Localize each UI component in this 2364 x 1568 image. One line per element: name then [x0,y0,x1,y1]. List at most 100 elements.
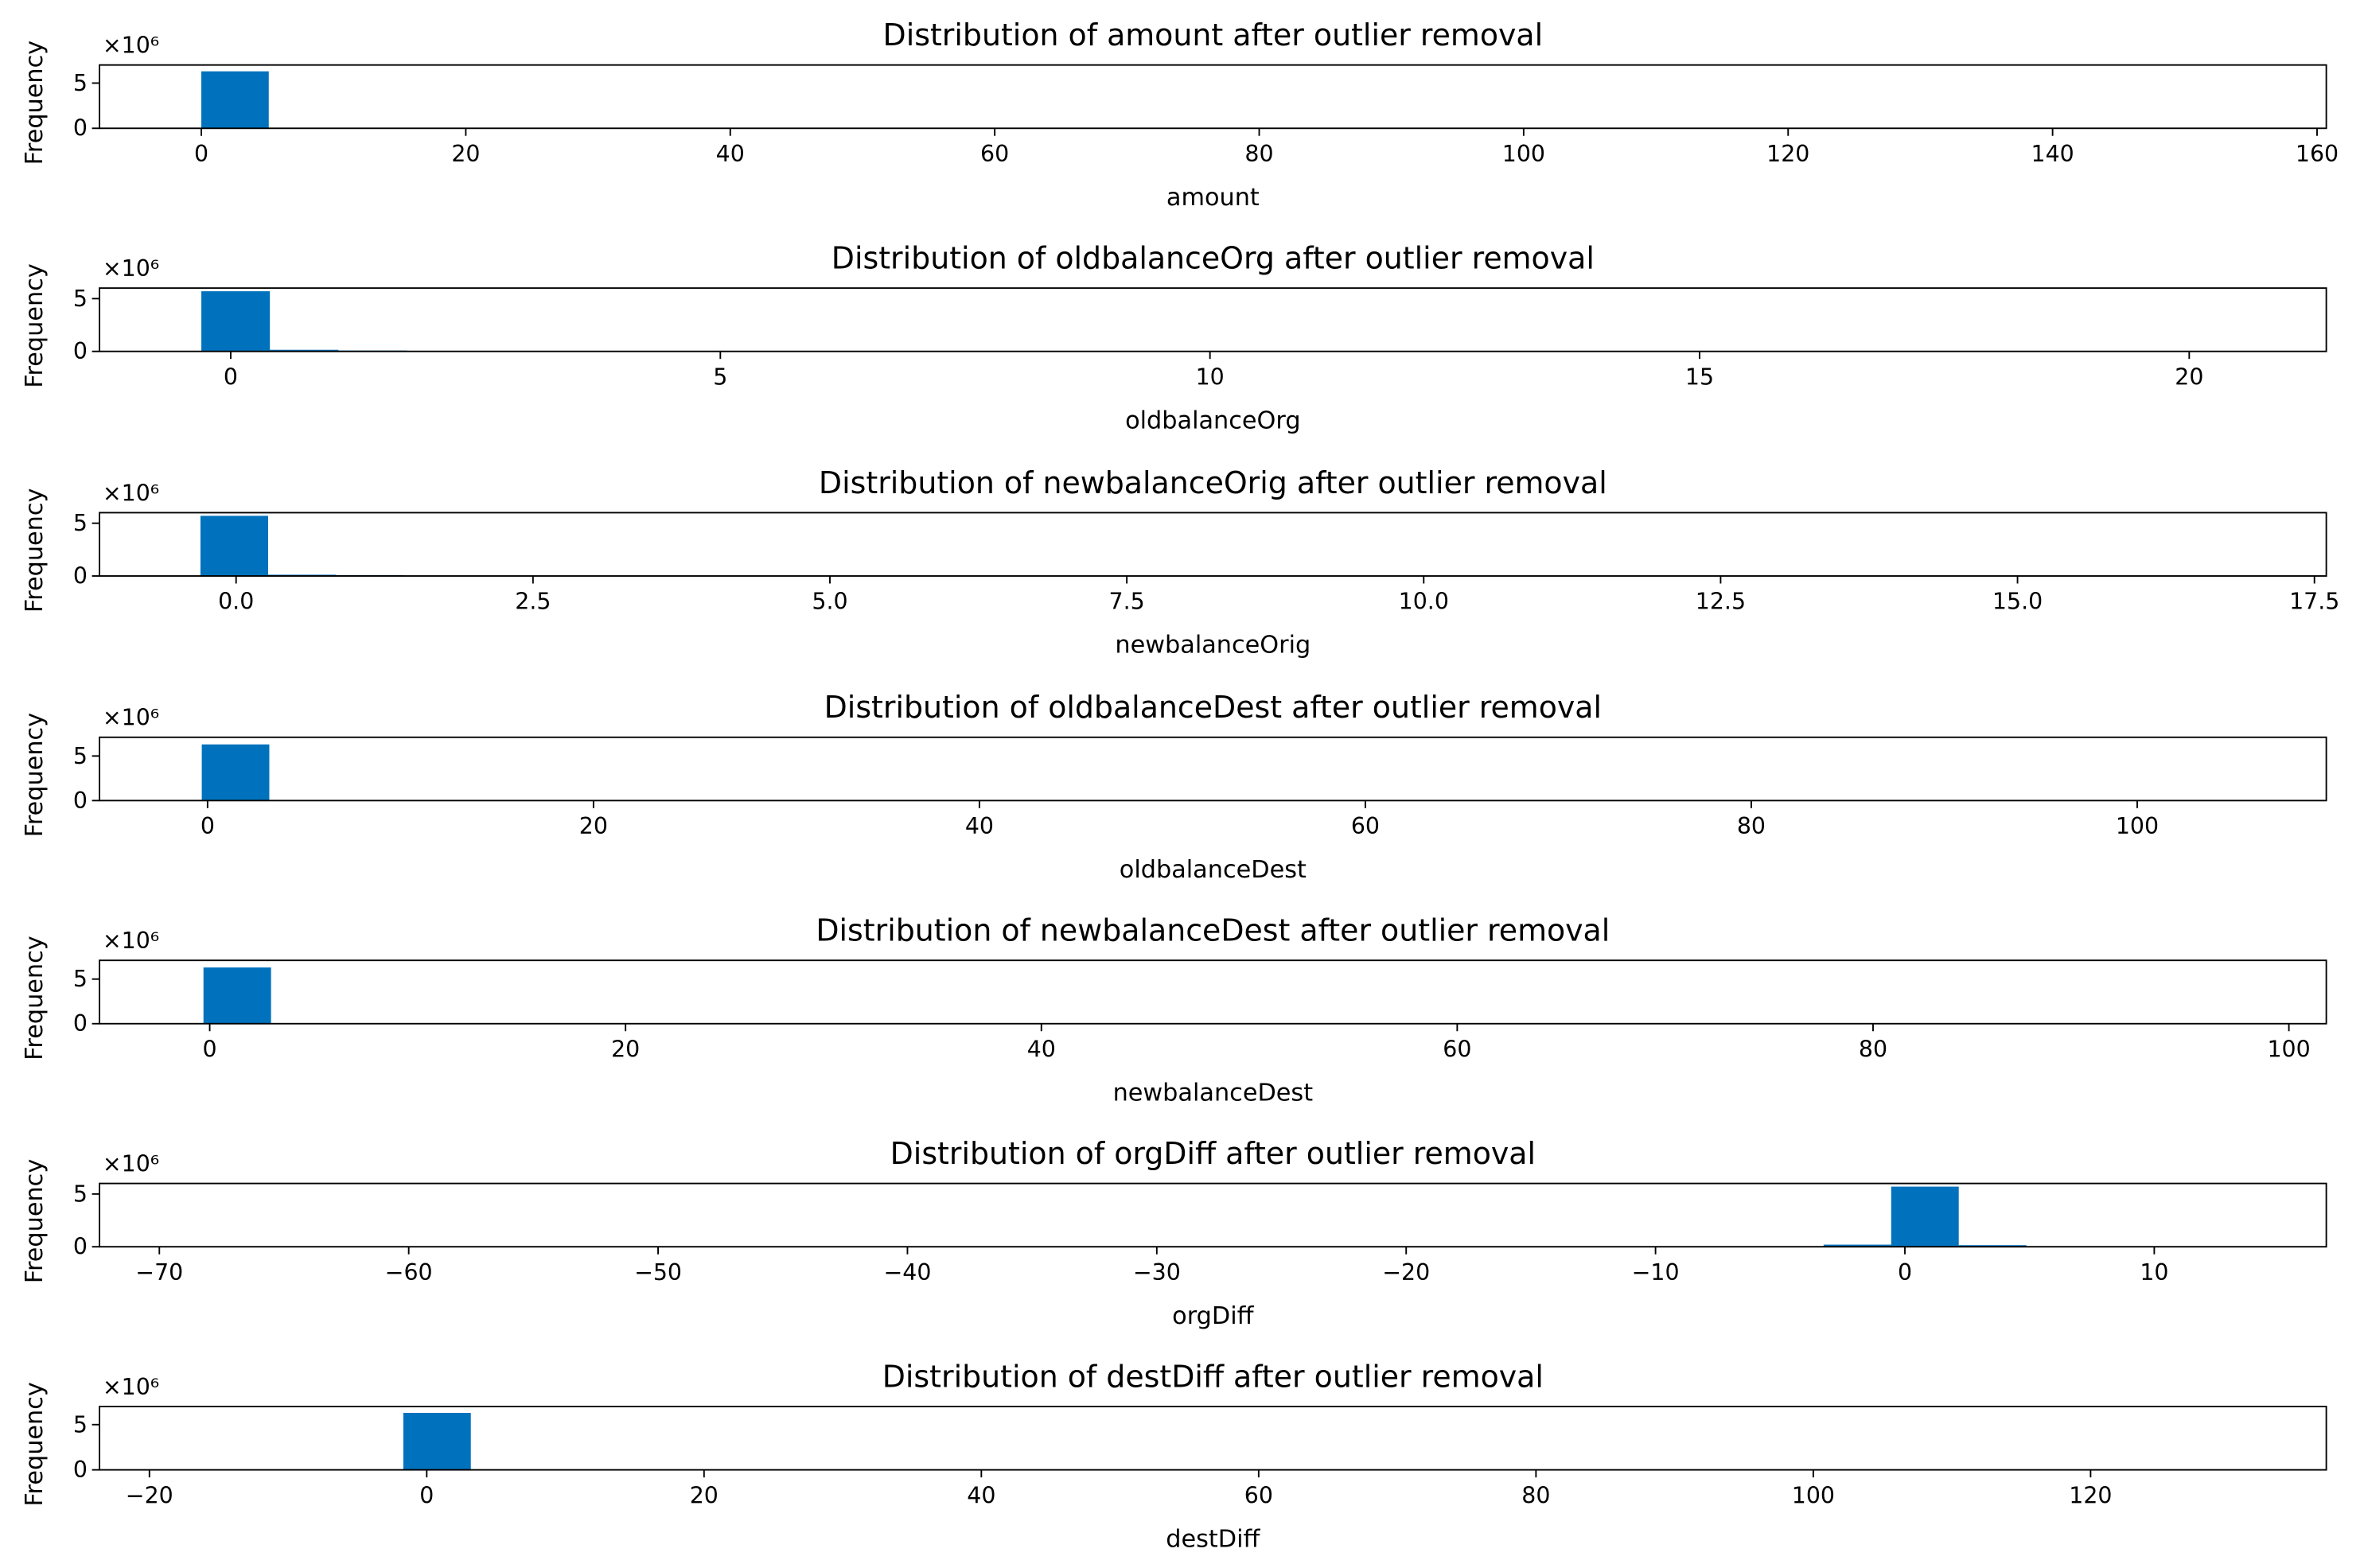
x-tick-label: 60 [1244,1482,1273,1508]
x-tick-label: 5 [713,364,727,390]
x-tick-label: 20 [690,1482,719,1508]
x-tick-label: 0 [1898,1259,1912,1286]
x-axis-label: newbalanceOrig [1115,632,1311,659]
axes-frame [99,64,2327,130]
axes-frame [99,1406,2327,1471]
y-tick-label: 5 [73,966,88,992]
y-offset-label: ×10⁶ [103,33,159,59]
x-tick-label: 10 [2140,1259,2168,1286]
y-offset-label: ×10⁶ [103,928,159,954]
x-axis-label: newbalanceDest [1113,1079,1314,1107]
bar [270,349,339,352]
x-tick-label: 100 [1502,141,1545,167]
y-tick-label: 0 [73,788,88,814]
x-tick-label: 100 [2116,813,2159,839]
axes-frame [99,512,2327,577]
x-tick-label: 140 [2031,141,2074,167]
chart-title: Distribution of destDiff after outlier r… [882,1359,1544,1394]
y-tick-label: 5 [73,743,88,769]
y-axis-label: Frequency [21,263,49,388]
bar [1891,1186,1959,1247]
x-tick-label: 0 [224,364,238,390]
x-tick-label: 40 [965,813,994,839]
y-tick-label: 0 [73,115,88,142]
x-tick-label: −60 [385,1259,433,1286]
y-axis-label: Frequency [21,488,49,613]
y-tick-label: 5 [73,510,88,536]
x-tick-label: 15.0 [1992,589,2043,615]
y-tick-label: 5 [73,1181,88,1207]
x-tick-label: 0 [203,1036,217,1062]
y-tick-label: 0 [73,338,88,364]
x-tick-label: 12.5 [1696,589,1746,615]
bar [203,967,271,1024]
x-tick-label: 15 [1685,364,1714,390]
x-tick-label: 10.0 [1399,589,1449,615]
y-axis-label: Frequency [21,41,49,165]
y-tick-label: 0 [73,1010,88,1037]
x-axis-label: oldbalanceOrg [1125,407,1300,434]
x-tick-label: 20 [579,813,608,839]
bar [1958,1245,2027,1247]
x-tick-label: 0.0 [218,589,254,615]
x-tick-label: 80 [1737,813,1766,839]
y-tick-label: 5 [73,70,88,96]
x-tick-label: 2.5 [515,589,551,615]
y-offset-label: ×10⁶ [103,255,159,282]
chart-title: Distribution of oldbalanceDest after out… [824,690,1602,725]
x-axis-label: orgDiff [1172,1302,1254,1330]
x-tick-label: 40 [967,1482,995,1508]
x-tick-label: 100 [2267,1036,2310,1062]
y-offset-label: ×10⁶ [103,1374,159,1400]
x-tick-label: 17.5 [2289,589,2339,615]
bar [201,744,270,801]
x-tick-label: 60 [980,141,1009,167]
x-tick-label: 60 [1351,813,1380,839]
y-tick-label: 5 [73,286,88,312]
x-tick-label: 7.5 [1109,589,1145,615]
axes-frame [99,287,2327,352]
chart-title: Distribution of oldbalanceOrg after outl… [831,240,1595,275]
chart-title: Distribution of orgDiff after outlier re… [890,1136,1536,1171]
x-axis-label: oldbalanceDest [1120,856,1307,884]
x-tick-label: 80 [1244,141,1273,167]
x-tick-label: −40 [883,1259,931,1286]
x-tick-label: 10 [1196,364,1225,390]
bar [403,1412,471,1470]
x-axis-label: destDiff [1166,1525,1260,1553]
y-tick-label: 0 [73,562,88,589]
chart-title: Distribution of newbalanceDest after out… [816,913,1610,948]
y-axis-label: Frequency [21,1159,49,1284]
x-tick-label: −50 [634,1259,682,1286]
x-tick-label: −10 [1632,1259,1680,1286]
x-tick-label: 40 [1027,1036,1056,1062]
axes-frame [99,736,2327,802]
x-tick-label: 120 [2069,1482,2112,1508]
x-tick-label: 20 [451,141,480,167]
x-tick-label: 60 [1443,1036,1471,1062]
y-axis-label: Frequency [21,1382,49,1507]
chart-title: Distribution of amount after outlier rem… [883,18,1544,53]
x-axis-label: amount [1166,184,1260,212]
bar [201,291,271,352]
x-tick-label: 20 [611,1036,640,1062]
x-tick-label: −20 [126,1482,173,1508]
y-tick-label: 5 [73,1411,88,1438]
y-tick-label: 0 [73,1457,88,1483]
x-tick-label: 0 [201,813,215,839]
x-tick-label: 160 [2296,141,2339,167]
y-tick-label: 0 [73,1234,88,1260]
axes-frame [99,1182,2327,1248]
bar [1823,1244,1891,1247]
x-tick-label: 80 [1859,1036,1887,1062]
x-tick-label: 100 [1792,1482,1835,1508]
x-tick-label: −30 [1133,1259,1181,1286]
chart-title: Distribution of newbalanceOrig after out… [819,465,1607,500]
x-tick-label: 0 [419,1482,434,1508]
bar [201,71,269,129]
axes-frame [99,959,2327,1025]
y-offset-label: ×10⁶ [103,1150,159,1177]
y-offset-label: ×10⁶ [103,480,159,506]
